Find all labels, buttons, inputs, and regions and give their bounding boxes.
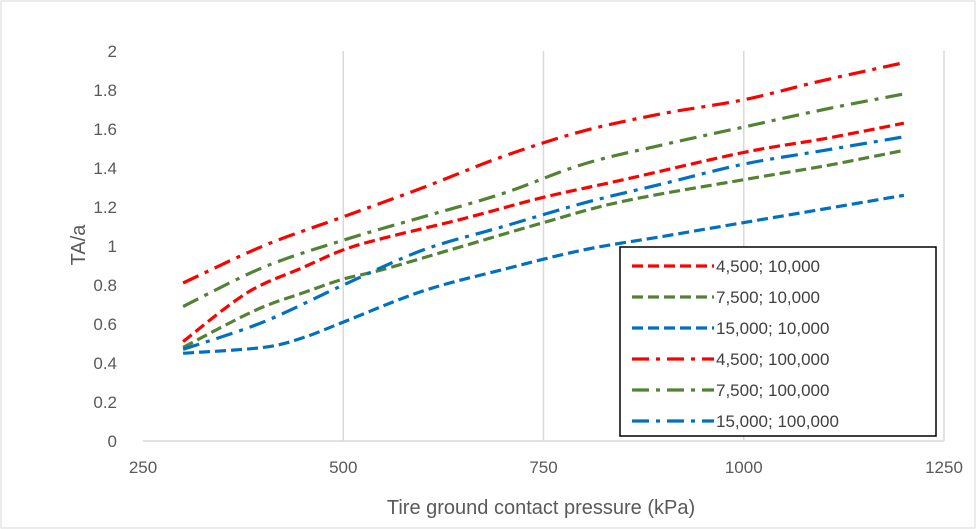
series-line-5: [182, 135, 905, 351]
series-line-4: [182, 92, 905, 308]
legend-label: 15,000; 10,000: [716, 319, 829, 338]
y-tick-label: 0: [108, 432, 117, 451]
y-tick-label: 0.6: [93, 315, 117, 334]
series-line-0: [182, 121, 905, 343]
y-tick-label: 0.4: [93, 354, 117, 373]
y-tick-label: 2: [108, 42, 117, 61]
legend-label: 4,500; 10,000: [716, 257, 820, 276]
legend-box: [619, 246, 937, 437]
x-tick-label: 500: [329, 458, 357, 477]
y-tick-label: 1.6: [93, 120, 117, 139]
series-line-3: [182, 61, 905, 285]
legend-label: 7,500; 100,000: [716, 381, 829, 400]
y-tick-label: 0.8: [93, 276, 117, 295]
y-axis-title: TA/a: [68, 224, 90, 266]
legend-label: 7,500; 10,000: [716, 288, 820, 307]
x-tick-labels: 250 500 750 1000 1250: [129, 458, 963, 477]
y-tick-label: 1.8: [93, 81, 117, 100]
legend-label: 15,000; 100,000: [716, 412, 839, 431]
series-line-1: [182, 148, 905, 349]
y-tick-labels: 0 0.2 0.4 0.6 0.8 1 1.2 1.4 1.6 1.8 2: [93, 42, 117, 451]
x-tick-label: 1250: [925, 458, 963, 477]
gridlines: [342, 51, 945, 441]
series-line-2: [182, 193, 905, 355]
x-tick-label: 250: [129, 458, 157, 477]
legend: 4,500; 10,000 7,500; 10,000 15,000; 10,000…: [619, 246, 937, 437]
legend-label: 4,500; 100,000: [716, 350, 829, 369]
y-tick-label: 1.4: [93, 159, 117, 178]
x-axis-title: Tire ground contact pressure (kPa): [387, 497, 695, 519]
y-tick-label: 1.2: [93, 198, 117, 217]
x-tick-label: 750: [529, 458, 557, 477]
x-tick-label: 1000: [725, 458, 763, 477]
series-lines: [182, 61, 905, 355]
y-tick-label: 0.2: [93, 393, 117, 412]
y-tick-label: 1: [108, 237, 117, 256]
